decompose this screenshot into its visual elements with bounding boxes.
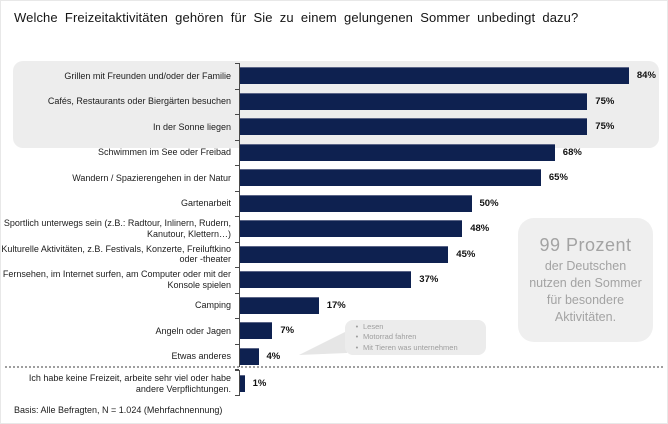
bar-cell: 45%: [240, 245, 476, 263]
bar: [240, 271, 412, 289]
bar-cell: 37%: [240, 271, 439, 289]
value-label: 17%: [326, 299, 346, 311]
bar-cell: 7%: [240, 322, 295, 340]
bar: [240, 220, 463, 238]
etwas-anderes-annotation: • Lesen • Motorrad fahren • Mit Tieren was …: [345, 320, 486, 355]
axis-tick: [235, 190, 239, 192]
bar-row: Grillen mit Freunden und/oder der Famili…: [1, 63, 667, 89]
axis-tick: [235, 216, 239, 217]
axis-tick: [235, 88, 239, 90]
bullet-icon: •: [355, 332, 359, 342]
bar-row: Sportlich unterwegs sein (z.B.: Radtour,…: [1, 216, 667, 242]
value-label: 37%: [419, 274, 439, 286]
category-label: Kulturelle Aktivitäten, z.B. Festivals, …: [1, 243, 231, 265]
separator-dotted-line: [5, 366, 663, 368]
axis-tick: [235, 318, 239, 319]
category-label: Wandern / Spazierengehen in der Natur: [72, 172, 231, 183]
bar-cell: 48%: [240, 220, 490, 238]
category-label: Grillen mit Freunden und/oder der Famili…: [64, 70, 231, 81]
basis-note: Basis: Alle Befragten, N = 1.024 (Mehrfa…: [14, 405, 223, 415]
axis-tick: [235, 165, 239, 166]
bar-row: Fernsehen, im Internet surfen, am Comput…: [1, 267, 667, 293]
bar-row: Cafés, Restaurants oder Biergärten besuc…: [1, 89, 667, 115]
bar-row: Schwimmen im See oder Freibad 68%: [1, 140, 667, 166]
bar-cell: 75%: [240, 118, 615, 136]
annotation-item: • Mit Tieren was unternehmen: [351, 343, 486, 354]
bar-row: Gartenarbeit 50%: [1, 191, 667, 217]
value-label: 1%: [252, 378, 267, 389]
value-label: 75%: [595, 95, 615, 107]
insight-callout: 99 Prozent der Deutschen nutzen den Somm…: [518, 218, 653, 342]
axis-tick: [235, 63, 239, 64]
y-axis-line: [239, 63, 240, 367]
bar-cell: 75%: [240, 92, 615, 110]
bar-row: Kulturelle Aktivitäten, z.B. Festivals, …: [1, 242, 667, 268]
value-label: 45%: [456, 248, 476, 260]
axis-tick: [235, 395, 239, 396]
insight-headline: 99 Prozent: [539, 234, 632, 255]
bar: [240, 347, 259, 365]
category-label: Schwimmen im See oder Freibad: [97, 147, 231, 157]
bar-cell: 68%: [240, 143, 582, 161]
axis-tick: [235, 370, 239, 371]
bar-row: Etwas anderes 4%: [1, 344, 667, 370]
category-label: Fernsehen, im Internet surfen, am Comput…: [2, 269, 231, 290]
value-label: 48%: [470, 223, 490, 235]
value-label: 4%: [266, 350, 281, 362]
value-label: 50%: [479, 197, 499, 209]
bar-cell: 84%: [240, 67, 656, 85]
bar: [240, 375, 245, 392]
value-label: 75%: [595, 121, 615, 133]
bar-row: Wandern / Spazierengehen in der Natur 65%: [1, 165, 667, 191]
bar: [240, 92, 588, 110]
annotation-pointer: [299, 331, 347, 355]
category-label: Sportlich unterwegs sein (z.B.: Radtour,…: [3, 218, 231, 239]
category-label: Angeln oder Jagen: [155, 325, 231, 336]
bar-cell: 1%: [240, 375, 266, 392]
chart-title: Welche Freizeitaktivitäten gehören für S…: [14, 10, 579, 25]
axis-tick: [235, 369, 239, 370]
bar: [240, 67, 629, 85]
bullet-icon: •: [355, 321, 359, 331]
bar: [240, 322, 273, 340]
value-label: 7%: [280, 325, 295, 337]
category-label: Gartenarbeit: [180, 198, 231, 208]
axis-tick: [235, 292, 239, 294]
bar-cell: 65%: [240, 169, 568, 187]
bar-cell: 50%: [240, 194, 499, 212]
bar-row: Ich habe keine Freizeit, arbeite sehr vi…: [1, 370, 667, 397]
axis-tick: [235, 241, 239, 243]
bar-cell: 4%: [240, 347, 281, 365]
bullet-icon: •: [355, 342, 359, 352]
category-label: Camping: [194, 300, 231, 310]
value-label: 68%: [562, 146, 582, 158]
value-label: 84%: [636, 70, 656, 82]
category-label: In der Sonne liegen: [152, 121, 231, 132]
bar-row: Camping 17%: [1, 293, 667, 319]
category-label: Etwas anderes: [171, 351, 231, 361]
bar-row: In der Sonne liegen 75%: [1, 114, 667, 140]
axis-tick: [235, 267, 239, 268]
bar-row: Angeln oder Jagen 7%: [1, 318, 667, 344]
y-axis-line-last-row: [239, 370, 240, 396]
annotation-item: • Motorrad fahren: [351, 332, 486, 343]
insight-body: der Deutschen nutzen den Sommer für beso…: [529, 258, 642, 324]
bar: [240, 118, 588, 136]
bar-cell: 17%: [240, 296, 346, 314]
category-label: Ich habe keine Freizeit, arbeite sehr vi…: [28, 373, 231, 394]
bar: [240, 194, 472, 212]
annotation-item: • Lesen: [351, 322, 486, 333]
bar: [240, 296, 319, 314]
category-label: Cafés, Restaurants oder Biergärten besuc…: [47, 96, 231, 106]
value-label: 65%: [548, 172, 568, 184]
bar: [240, 245, 449, 263]
bar: [240, 169, 541, 187]
axis-tick: [235, 343, 239, 345]
bar: [240, 143, 555, 161]
axis-tick: [235, 114, 239, 115]
axis-tick: [235, 139, 239, 141]
